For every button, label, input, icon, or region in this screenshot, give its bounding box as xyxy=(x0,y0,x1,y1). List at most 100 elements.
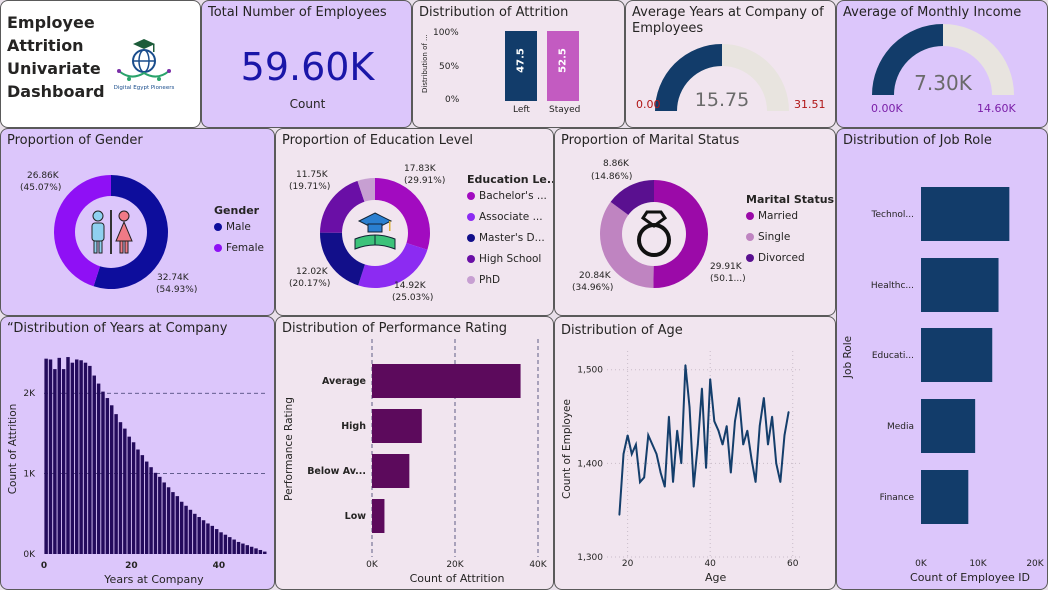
age-point[interactable] xyxy=(639,481,641,483)
education-legend-item[interactable]: Master's D... xyxy=(467,232,545,244)
age-point[interactable] xyxy=(779,481,782,483)
age-point[interactable] xyxy=(763,397,765,399)
age-point[interactable] xyxy=(730,471,732,474)
age-point[interactable] xyxy=(754,481,757,483)
age-point[interactable] xyxy=(775,462,778,465)
job-role-bar[interactable] xyxy=(921,328,993,382)
years-company-bar[interactable] xyxy=(219,532,223,554)
age-point[interactable] xyxy=(655,453,658,455)
job-role-bar[interactable] xyxy=(921,470,969,524)
years-company-bar[interactable] xyxy=(223,534,228,554)
years-company-bar[interactable] xyxy=(254,548,258,554)
age-point[interactable] xyxy=(758,425,761,427)
years-company-bar[interactable] xyxy=(75,359,79,554)
age-point[interactable] xyxy=(688,406,691,408)
years-company-bar[interactable] xyxy=(53,369,57,554)
age-point[interactable] xyxy=(734,420,736,423)
marital-legend-item[interactable]: Married xyxy=(746,210,798,222)
age-point[interactable] xyxy=(705,467,707,469)
years-company-bar[interactable] xyxy=(166,487,171,554)
age-point[interactable] xyxy=(643,476,645,479)
age-point[interactable] xyxy=(630,453,633,455)
years-company-bar[interactable] xyxy=(123,428,127,554)
years-company-bar[interactable] xyxy=(66,357,70,554)
years-company-bar[interactable] xyxy=(210,525,215,554)
years-company-bar[interactable] xyxy=(206,523,210,554)
years-company-bar[interactable] xyxy=(109,405,114,554)
performance-bar[interactable] xyxy=(372,364,521,398)
performance-bar[interactable] xyxy=(372,454,410,488)
age-point[interactable] xyxy=(783,434,786,437)
years-company-bar[interactable] xyxy=(153,472,158,554)
marital-legend-item[interactable]: Divorced xyxy=(746,252,805,264)
age-point[interactable] xyxy=(692,485,695,488)
age-point[interactable] xyxy=(746,429,749,432)
job-role-bar[interactable] xyxy=(921,399,976,453)
years-company-bar[interactable] xyxy=(228,537,232,554)
years-company-bar[interactable] xyxy=(162,482,166,554)
years-company-bar[interactable] xyxy=(149,467,153,554)
years-company-bar[interactable] xyxy=(184,505,188,554)
years-company-bar[interactable] xyxy=(263,551,267,554)
education-legend-item[interactable]: High School xyxy=(467,253,541,265)
age-point[interactable] xyxy=(626,434,629,437)
job-role-bar[interactable] xyxy=(921,258,999,312)
age-point[interactable] xyxy=(680,462,683,465)
education-legend-item[interactable]: Bachelor's ... xyxy=(467,190,547,202)
years-company-bar[interactable] xyxy=(48,359,53,554)
age-point[interactable] xyxy=(684,364,687,366)
years-company-bar[interactable] xyxy=(179,501,184,554)
years-company-bar[interactable] xyxy=(188,509,193,554)
years-company-bar[interactable] xyxy=(57,357,61,554)
years-company-bar[interactable] xyxy=(258,549,263,554)
age-point[interactable] xyxy=(738,397,740,399)
age-point[interactable] xyxy=(647,434,650,437)
years-company-bar[interactable] xyxy=(131,442,136,554)
education-legend-item[interactable]: Associate ... xyxy=(467,211,543,223)
age-point[interactable] xyxy=(742,443,745,446)
years-company-bar[interactable] xyxy=(245,545,250,554)
age-point[interactable] xyxy=(663,485,666,488)
age-point[interactable] xyxy=(676,429,678,432)
age-point[interactable] xyxy=(672,481,674,483)
years-company-bar[interactable] xyxy=(61,369,66,554)
age-point[interactable] xyxy=(717,429,720,432)
years-company-bar[interactable] xyxy=(140,455,145,554)
years-company-bar[interactable] xyxy=(249,546,254,554)
years-company-bar[interactable] xyxy=(197,517,201,554)
years-company-bar[interactable] xyxy=(96,383,101,554)
age-point[interactable] xyxy=(701,387,703,390)
age-point[interactable] xyxy=(771,415,773,418)
age-point[interactable] xyxy=(787,411,790,413)
age-point[interactable] xyxy=(721,443,724,446)
years-company-bar[interactable] xyxy=(101,391,105,554)
marital-legend-item[interactable]: Single xyxy=(746,231,790,243)
age-point[interactable] xyxy=(697,443,699,446)
age-point[interactable] xyxy=(668,415,670,418)
gender-legend-male[interactable]: Male xyxy=(214,221,251,233)
years-company-bar[interactable] xyxy=(232,539,236,554)
years-company-bar[interactable] xyxy=(127,436,131,554)
years-company-bar[interactable] xyxy=(105,398,110,554)
years-company-bar[interactable] xyxy=(79,360,83,554)
years-company-bar[interactable] xyxy=(201,520,206,554)
years-company-bar[interactable] xyxy=(236,541,241,554)
years-company-bar[interactable] xyxy=(158,476,162,554)
age-point[interactable] xyxy=(659,471,662,474)
years-company-bar[interactable] xyxy=(44,358,48,554)
years-company-bar[interactable] xyxy=(175,496,180,554)
age-point[interactable] xyxy=(725,425,728,427)
age-line[interactable] xyxy=(618,364,790,515)
years-company-bar[interactable] xyxy=(70,362,75,554)
years-company-bar[interactable] xyxy=(88,365,92,554)
years-company-bar[interactable] xyxy=(136,449,140,555)
age-point[interactable] xyxy=(709,378,711,380)
age-point[interactable] xyxy=(618,514,621,516)
age-point[interactable] xyxy=(635,443,637,446)
age-point[interactable] xyxy=(622,453,625,455)
performance-bar[interactable] xyxy=(372,499,385,533)
education-legend-item[interactable]: PhD xyxy=(467,274,500,286)
years-company-bar[interactable] xyxy=(114,414,118,554)
years-company-bar[interactable] xyxy=(92,375,96,554)
years-company-bar[interactable] xyxy=(144,461,149,554)
